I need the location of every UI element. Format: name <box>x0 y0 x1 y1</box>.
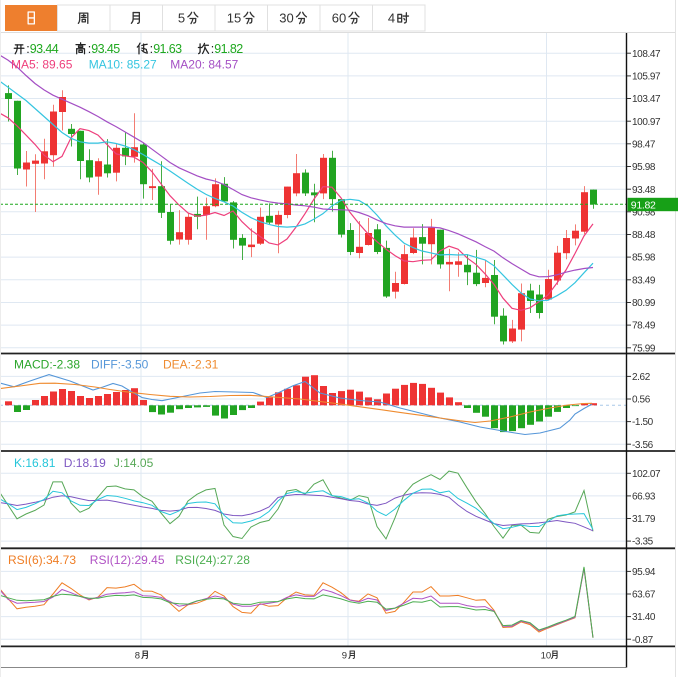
svg-text:MA10: 85.27: MA10: 85.27 <box>89 58 157 72</box>
svg-text:DEA:-2.31: DEA:-2.31 <box>163 358 219 372</box>
svg-text:91.82: 91.82 <box>214 42 243 56</box>
svg-text:MACD:-2.38: MACD:-2.38 <box>14 358 80 372</box>
svg-text:DIFF:-3.50: DIFF:-3.50 <box>91 358 149 372</box>
svg-text:93.48: 93.48 <box>632 185 656 196</box>
svg-text:RSI(12):29.45: RSI(12):29.45 <box>90 553 165 567</box>
svg-text:63.67: 63.67 <box>632 590 656 601</box>
svg-text:-0.87: -0.87 <box>632 635 654 646</box>
svg-text:K:16.81: K:16.81 <box>14 456 56 470</box>
svg-text:RSI(24):27.28: RSI(24):27.28 <box>175 553 250 567</box>
svg-text:93.44: 93.44 <box>30 42 59 56</box>
svg-text:31.79: 31.79 <box>632 514 656 525</box>
svg-text:102.07: 102.07 <box>632 469 661 480</box>
svg-text:15: 15 <box>227 11 241 26</box>
svg-text:105.97: 105.97 <box>632 72 661 83</box>
svg-text:90.98: 90.98 <box>632 207 656 218</box>
svg-text:4: 4 <box>388 11 395 26</box>
svg-text:30: 30 <box>279 11 293 26</box>
svg-text:0.56: 0.56 <box>632 395 651 406</box>
svg-text:91.82: 91.82 <box>631 200 656 212</box>
svg-text:78.49: 78.49 <box>632 321 656 332</box>
svg-text:9: 9 <box>342 650 347 661</box>
svg-text:8: 8 <box>135 650 140 661</box>
svg-text::: : <box>211 42 214 56</box>
svg-text:83.49: 83.49 <box>632 275 656 286</box>
svg-text:10: 10 <box>541 650 552 661</box>
svg-text:100.97: 100.97 <box>632 117 661 128</box>
svg-text:5: 5 <box>178 11 185 26</box>
svg-text:MA5: 89.65: MA5: 89.65 <box>11 58 73 72</box>
svg-text:98.47: 98.47 <box>632 139 656 150</box>
svg-text:85.98: 85.98 <box>632 253 656 264</box>
svg-text:80.99: 80.99 <box>632 298 656 309</box>
svg-text:-3.56: -3.56 <box>632 440 654 451</box>
svg-text:95.94: 95.94 <box>632 567 656 578</box>
svg-text:88.48: 88.48 <box>632 230 656 241</box>
svg-text:RSI(6):34.73: RSI(6):34.73 <box>8 553 76 567</box>
svg-text:31.40: 31.40 <box>632 612 656 623</box>
svg-text::: : <box>88 42 91 56</box>
svg-text:-1.50: -1.50 <box>632 417 654 428</box>
svg-text:-3.35: -3.35 <box>632 537 654 548</box>
svg-text:60: 60 <box>332 11 346 26</box>
svg-text:J:14.05: J:14.05 <box>114 456 154 470</box>
svg-text:93.45: 93.45 <box>91 42 120 56</box>
svg-text:103.47: 103.47 <box>632 94 661 105</box>
svg-text:108.47: 108.47 <box>632 49 661 60</box>
svg-text:2.62: 2.62 <box>632 372 651 383</box>
svg-text:75.99: 75.99 <box>632 343 656 354</box>
svg-text:95.98: 95.98 <box>632 162 656 173</box>
svg-text:D:18.19: D:18.19 <box>64 456 106 470</box>
svg-text:MA20: 84.57: MA20: 84.57 <box>170 58 238 72</box>
svg-text::: : <box>26 42 29 56</box>
svg-text::: : <box>150 42 153 56</box>
svg-text:66.93: 66.93 <box>632 492 656 503</box>
svg-text:91.63: 91.63 <box>153 42 182 56</box>
